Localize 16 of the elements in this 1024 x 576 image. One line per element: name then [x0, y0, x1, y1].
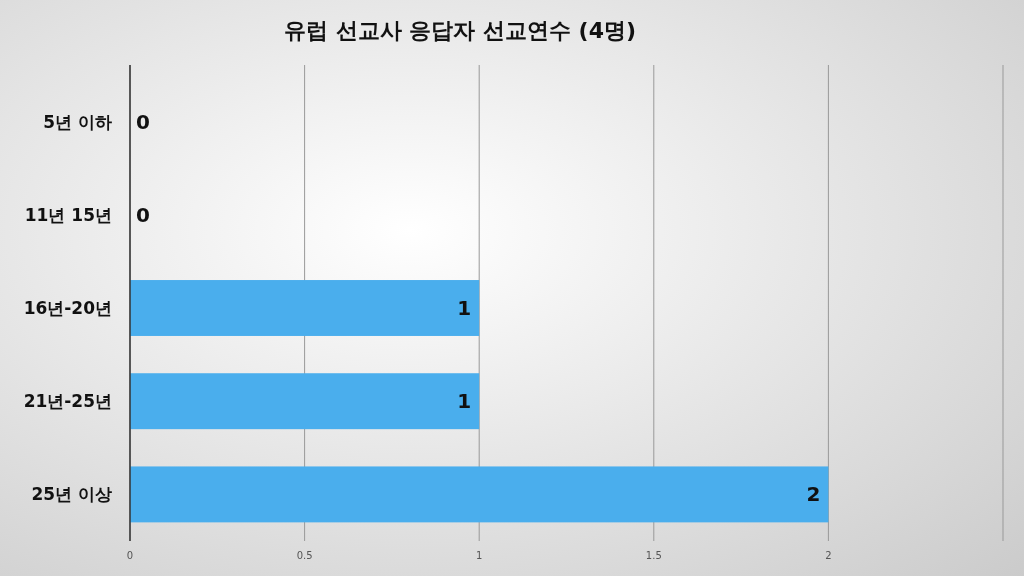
- chart-title: 유럽 선교사 응답자 선교연수 (4명): [283, 18, 637, 43]
- x-tick-label: 2: [825, 550, 832, 561]
- data-label: 0: [136, 202, 150, 227]
- y-tick-label: 25년 이상: [31, 484, 112, 505]
- y-tick-label: 5년 이하: [43, 111, 112, 132]
- data-label: 0: [136, 109, 150, 134]
- x-tick-label: 1: [476, 550, 483, 561]
- data-label: 2: [806, 482, 821, 507]
- y-tick-label: 11년 15년: [24, 204, 112, 225]
- x-tick-label: 0.5: [296, 550, 313, 561]
- data-label: 1: [457, 389, 472, 414]
- y-tick-label: 21년-25년: [23, 391, 112, 412]
- y-tick-label: 16년-20년: [23, 297, 112, 318]
- x-tick-label: 1.5: [645, 550, 662, 561]
- x-tick-label: 0: [126, 550, 134, 561]
- data-label: 1: [457, 296, 472, 320]
